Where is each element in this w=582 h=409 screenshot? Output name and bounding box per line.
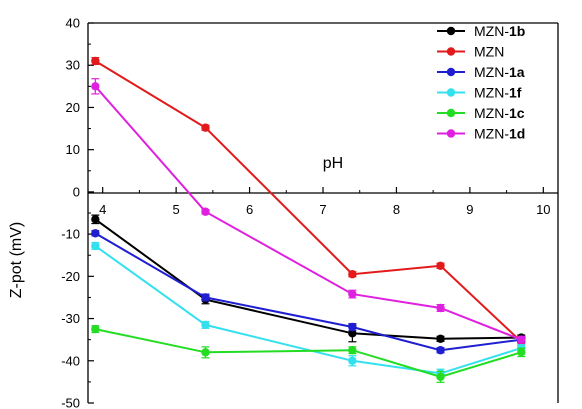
legend-label: MZN-1a bbox=[474, 64, 525, 80]
legend-label-prefix: MZN- bbox=[474, 126, 509, 142]
legend-label: MZN-1f bbox=[474, 85, 522, 101]
series-line bbox=[95, 219, 521, 338]
data-point bbox=[91, 57, 99, 65]
legend-label-prefix: MZN- bbox=[474, 105, 509, 121]
legend-label: MZN-1d bbox=[474, 126, 525, 142]
data-point bbox=[91, 215, 99, 223]
y-tick-label: -10 bbox=[61, 227, 80, 242]
data-point bbox=[517, 348, 525, 356]
data-point bbox=[201, 124, 209, 132]
data-point bbox=[436, 346, 444, 354]
legend-item-mzn-1f: MZN-1f bbox=[437, 85, 522, 101]
series-line bbox=[95, 329, 521, 377]
y-tick-label: -20 bbox=[61, 269, 80, 284]
series-lines bbox=[91, 57, 525, 383]
x-tick-label: 7 bbox=[319, 202, 326, 217]
series-mzn-1c bbox=[91, 325, 525, 382]
series-mzn-1a bbox=[91, 229, 525, 354]
legend-item-mzn: MZN bbox=[437, 44, 504, 60]
legend-label-prefix: MZN bbox=[474, 44, 504, 60]
data-point bbox=[91, 325, 99, 333]
legend-item-mzn-1b: MZN-1b bbox=[437, 23, 525, 39]
x-tick-label: 5 bbox=[173, 202, 180, 217]
data-point bbox=[348, 346, 356, 354]
legend-label-prefix: MZN- bbox=[474, 85, 509, 101]
legend-swatch-marker bbox=[447, 27, 455, 35]
legend-item-mzn-1c: MZN-1c bbox=[437, 105, 525, 121]
legend-label-id: 1d bbox=[509, 126, 525, 142]
legend-swatch-marker bbox=[447, 129, 455, 137]
legend-label: MZN bbox=[474, 44, 504, 60]
y-tick-label: 30 bbox=[66, 58, 80, 73]
legend-swatch-marker bbox=[447, 88, 455, 96]
x-tick-label: 9 bbox=[466, 202, 473, 217]
series-line bbox=[95, 61, 521, 342]
y-axis-title: Z-pot (mV) bbox=[8, 222, 25, 298]
data-point bbox=[201, 348, 209, 356]
data-point bbox=[436, 304, 444, 312]
data-point bbox=[201, 208, 209, 216]
data-point bbox=[436, 335, 444, 343]
x-tick-label: 8 bbox=[393, 202, 400, 217]
legend-label: MZN-1c bbox=[474, 105, 525, 121]
legend-label-id: 1a bbox=[509, 64, 525, 80]
y-tick-label: 10 bbox=[66, 142, 80, 157]
series-mzn-1b bbox=[91, 215, 525, 343]
series-line bbox=[95, 86, 521, 339]
legend-label-id: 1f bbox=[509, 85, 522, 101]
legend-swatch-marker bbox=[447, 47, 455, 55]
y-tick-label: 40 bbox=[66, 16, 80, 31]
x-tick-label: 10 bbox=[536, 202, 550, 217]
legend-label: MZN-1b bbox=[474, 23, 525, 39]
y-tick-label: 20 bbox=[66, 100, 80, 115]
legend-label-id: 1b bbox=[509, 23, 525, 39]
data-point bbox=[91, 242, 99, 250]
x-tick-label: 4 bbox=[99, 202, 106, 217]
legend-label-prefix: MZN- bbox=[474, 64, 509, 80]
x-axis-title: pH bbox=[323, 155, 343, 172]
series-mzn-1f bbox=[91, 242, 525, 378]
data-point bbox=[201, 293, 209, 301]
data-point bbox=[91, 229, 99, 237]
legend-label-prefix: MZN- bbox=[474, 23, 509, 39]
data-point bbox=[348, 323, 356, 331]
data-point bbox=[436, 262, 444, 270]
data-point bbox=[91, 82, 99, 90]
y-tick-label: -50 bbox=[61, 396, 80, 409]
x-tick-label: 6 bbox=[246, 202, 253, 217]
legend-item-mzn-1a: MZN-1a bbox=[437, 64, 525, 80]
data-point bbox=[201, 321, 209, 329]
legend-item-mzn-1d: MZN-1d bbox=[437, 126, 525, 142]
data-point bbox=[348, 357, 356, 365]
data-point bbox=[348, 290, 356, 298]
y-tick-label: -30 bbox=[61, 311, 80, 326]
legend-swatch-marker bbox=[447, 68, 455, 76]
legend-label-id: 1c bbox=[509, 105, 525, 121]
legend-swatch-marker bbox=[447, 109, 455, 117]
data-point bbox=[517, 335, 525, 343]
data-point bbox=[348, 270, 356, 278]
data-point bbox=[436, 373, 444, 381]
y-tick-label: 0 bbox=[73, 184, 80, 199]
series-mzn bbox=[91, 57, 525, 346]
y-tick-label: -40 bbox=[61, 353, 80, 368]
series-mzn-1d bbox=[91, 79, 525, 344]
